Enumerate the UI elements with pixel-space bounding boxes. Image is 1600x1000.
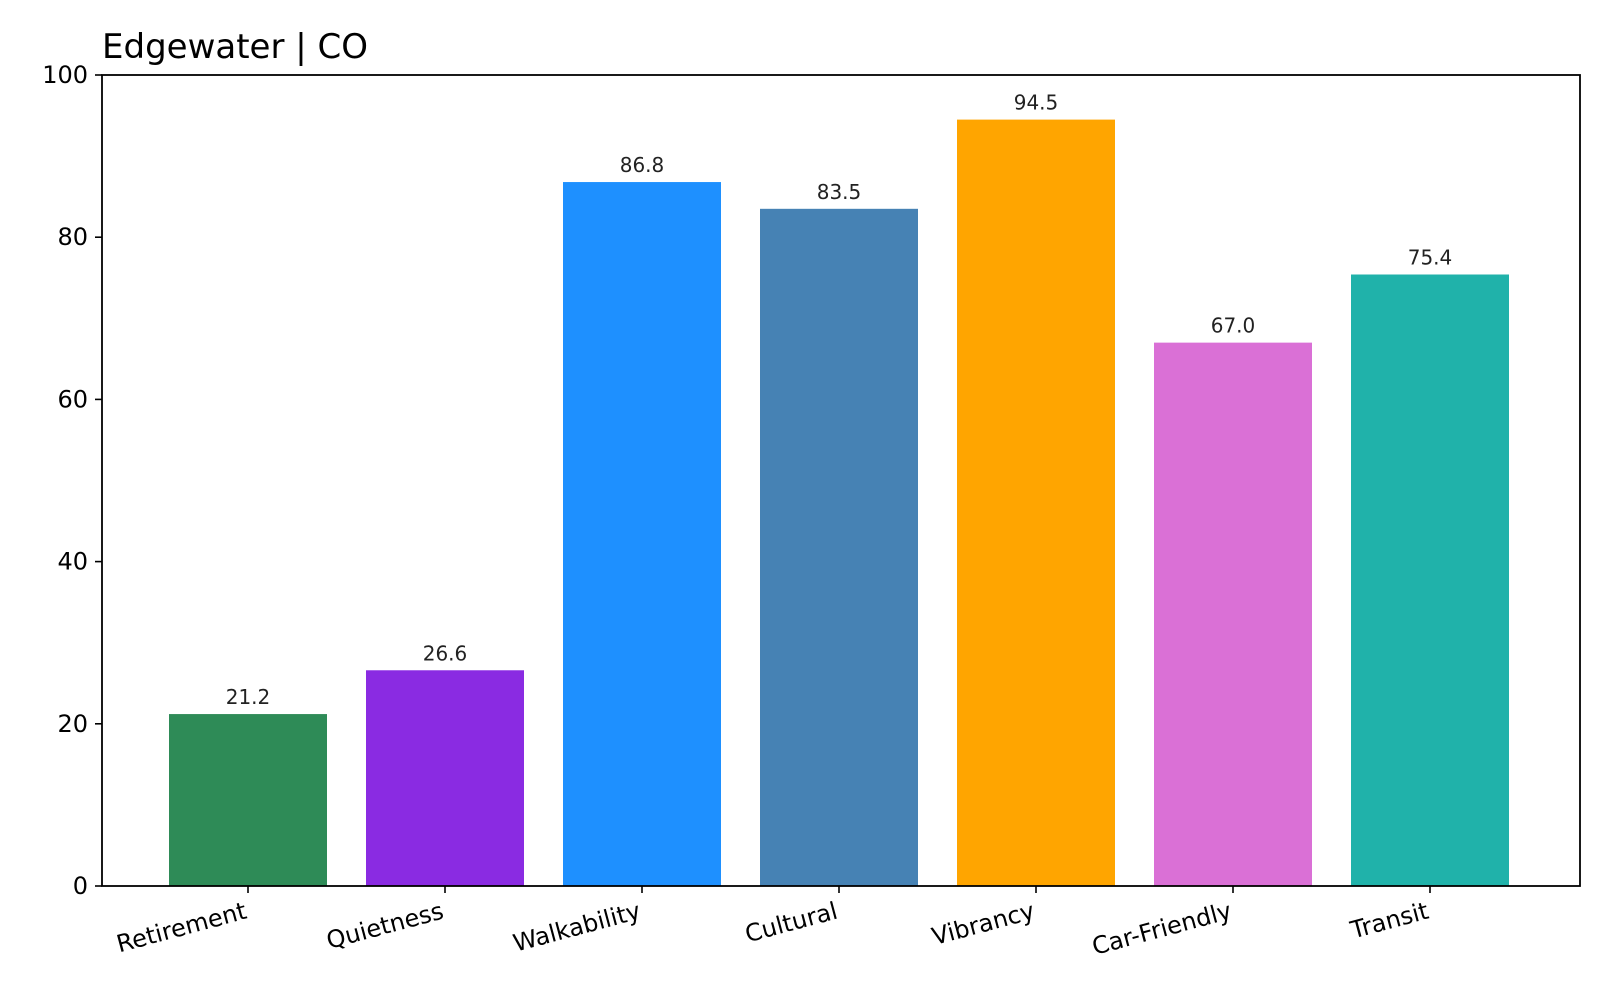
bar-cultural xyxy=(760,208,918,886)
y-tick-label: 20 xyxy=(57,710,88,738)
x-tick-label: Car-Friendly xyxy=(1089,897,1235,961)
y-tick-label: 100 xyxy=(42,61,88,89)
plot-area-frame xyxy=(101,74,1581,887)
bars-group xyxy=(169,119,1509,887)
bar-value-label: 75.4 xyxy=(1408,246,1453,270)
y-tick-label: 40 xyxy=(57,548,88,576)
bar-value-label: 67.0 xyxy=(1211,314,1256,338)
y-tick-label: 0 xyxy=(73,872,88,900)
bar-value-label: 83.5 xyxy=(817,180,862,204)
y-axis: 0 20 40 60 80 100 xyxy=(42,61,102,900)
x-tick-label: Quietness xyxy=(323,897,446,955)
x-tick-label: Transit xyxy=(1347,897,1432,945)
x-axis: Retirement Quietness Walkability Cultural Vi… xyxy=(114,886,1432,961)
bar-value-label: 26.6 xyxy=(423,641,468,665)
bar-transit xyxy=(1351,274,1509,887)
bar-value-label: 94.5 xyxy=(1014,91,1059,115)
y-tick-label: 60 xyxy=(57,385,88,413)
bar-value-label: 86.8 xyxy=(620,153,665,177)
bar-car-friendly xyxy=(1154,342,1312,886)
x-tick-label: Walkability xyxy=(510,897,643,958)
bar-quietness xyxy=(366,670,524,886)
bar-value-label: 21.2 xyxy=(226,685,271,709)
bar-value-labels: 21.2 26.6 86.8 83.5 94.5 67.0 75.4 xyxy=(226,91,1453,709)
x-tick-label: Vibrancy xyxy=(929,897,1038,951)
x-tick-label: Cultural xyxy=(742,897,841,949)
x-tick-label: Retirement xyxy=(114,897,250,959)
bar-vibrancy xyxy=(957,119,1115,887)
chart-title: Edgewater | CO xyxy=(102,27,368,67)
bar-retirement xyxy=(169,714,327,886)
bar-walkability xyxy=(563,182,721,886)
y-tick-label: 80 xyxy=(57,223,88,251)
